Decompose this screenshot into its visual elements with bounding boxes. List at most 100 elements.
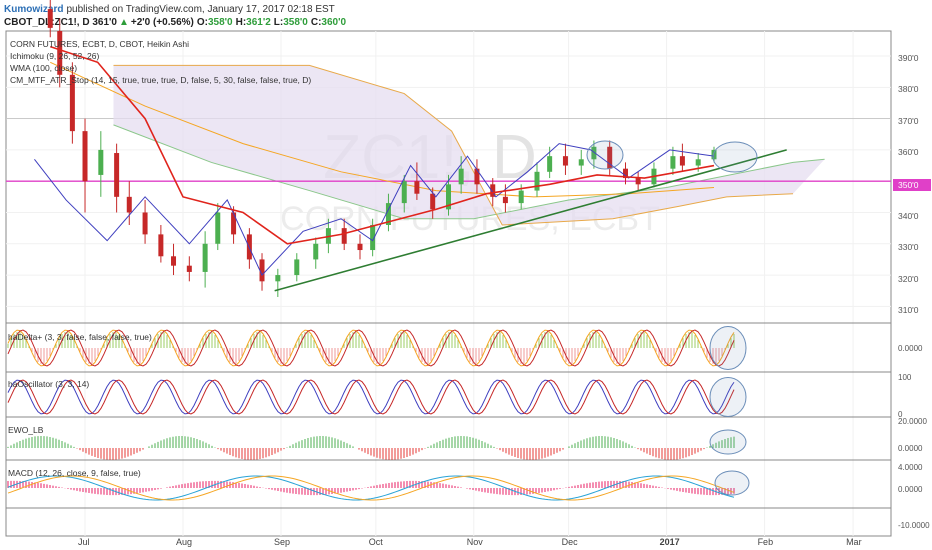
candle-body [490, 184, 496, 197]
candle-body [607, 146, 613, 169]
highlight-ellipse [709, 377, 747, 417]
candle-body [275, 275, 281, 282]
candle [114, 143, 120, 213]
time-axis-label: Nov [467, 537, 484, 547]
haosc-axis-label-top: 100 [898, 373, 912, 382]
indicator-line [7, 379, 735, 415]
candle [341, 218, 347, 251]
candle-body [370, 225, 376, 251]
candle-body [158, 234, 164, 257]
main-legend: CORN FUTURES, ECBT, D, CBOT, Heikin Ashi… [10, 39, 311, 85]
candle-body [215, 212, 221, 244]
price-label: 360'0 [898, 147, 919, 157]
macd-panel[interactable] [7, 470, 750, 501]
time-axis-label: Jul [78, 537, 90, 547]
time-axis-label: Oct [369, 537, 384, 547]
haoscillator-title[interactable]: haOscillator (3, 3, 14) [8, 379, 89, 389]
candle-body [294, 259, 300, 276]
candle-body [695, 159, 701, 166]
candle [69, 62, 75, 144]
price-axis[interactable]: 390'0 380'0 370'0 360'0 340'0 330'0 320'… [893, 53, 931, 315]
candle [401, 174, 407, 213]
current-price-label: 350'0 [898, 180, 919, 190]
time-axis-label: Mar [846, 537, 862, 547]
candle [370, 218, 376, 257]
candle [635, 171, 641, 191]
candle-body [202, 243, 208, 272]
candle-body [357, 243, 363, 251]
candle-body [547, 156, 553, 172]
symbol-text: CBOT_DL:ZC1!, D 361'0 [4, 17, 117, 28]
candle-body [711, 149, 717, 160]
candle-body [578, 159, 584, 166]
candle [202, 231, 208, 288]
price-label: 320'0 [898, 274, 919, 284]
candle-body [142, 212, 148, 235]
candle-body [679, 156, 685, 166]
candle-body [502, 196, 508, 204]
wma-line [50, 61, 715, 198]
macd-axis-label-bottom: -10.0000 [898, 521, 930, 530]
ohlc-high-key: H: [236, 17, 247, 28]
highlight-ellipse [714, 470, 750, 496]
candle [82, 118, 88, 213]
candle-body [69, 74, 75, 132]
candle [711, 146, 717, 163]
signal-line [7, 329, 735, 367]
candle [231, 206, 237, 244]
legend-ichimoku[interactable]: Ichimoku (9, 26, 52, 26) [10, 51, 99, 61]
candle [607, 140, 613, 175]
author-name[interactable]: Kumowizard [4, 4, 63, 15]
candle [458, 156, 464, 194]
ewo-axis-label-top: 20.0000 [898, 417, 927, 426]
candle [578, 149, 584, 175]
candle [259, 253, 265, 291]
candle-body [430, 193, 436, 210]
candle [186, 256, 192, 282]
ewo-title[interactable]: EWO_LB [8, 425, 44, 435]
candle-body [401, 181, 407, 204]
candle [126, 181, 132, 225]
candle [385, 193, 391, 232]
current-price-tag [893, 179, 931, 191]
candle-body [231, 212, 237, 235]
ohlc-open-key: O: [197, 17, 208, 28]
candle-body [635, 178, 641, 185]
candle [591, 140, 597, 169]
candle [474, 159, 480, 194]
macd-line [7, 475, 735, 501]
time-axis[interactable]: Jul Aug Sep Oct Nov Dec 2017 Feb Mar [78, 537, 862, 547]
time-axis-label: 2017 [660, 537, 680, 547]
highlight-ellipse [709, 429, 747, 455]
haoscillator-panel[interactable] [7, 377, 747, 417]
candle-body [259, 259, 265, 282]
candle-body [534, 171, 540, 191]
candle [57, 18, 63, 88]
candle [294, 253, 300, 282]
price-chart[interactable] [6, 0, 891, 297]
legend-main-series[interactable]: CORN FUTURES, ECBT, D, CBOT, Heikin Ashi [10, 39, 189, 49]
candle-body [98, 149, 104, 175]
candle-body [591, 146, 597, 160]
price-label: 330'0 [898, 242, 919, 252]
time-axis-label: Aug [176, 537, 192, 547]
publish-header: Kumowizard published on TradingView.com, … [4, 4, 346, 28]
hadelta-panel[interactable] [7, 326, 747, 370]
hadelta-title[interactable]: haDelta+ (3, 3, false, false, false, tru… [8, 332, 152, 342]
tenkan-sen-line [34, 143, 715, 276]
time-axis-label: Sep [274, 537, 290, 547]
highlight-ellipse [712, 141, 758, 173]
legend-wma[interactable]: WMA (100, close) [10, 63, 77, 73]
candle-body [458, 168, 464, 185]
legend-atr-stop[interactable]: CM_MTF_ATR_Stop (14, 15, true, true, tru… [10, 75, 311, 85]
ewo-panel[interactable] [7, 429, 747, 460]
price-label: 380'0 [898, 84, 919, 94]
published-text: published on TradingView.com, January 17… [66, 4, 334, 15]
macd-title[interactable]: MACD (12, 26, close, 9, false, true) [8, 468, 141, 478]
candle-body [114, 153, 120, 197]
candle-body [313, 243, 319, 260]
time-axis-label: Dec [562, 537, 579, 547]
candle-body [57, 31, 63, 75]
candle [142, 199, 148, 244]
